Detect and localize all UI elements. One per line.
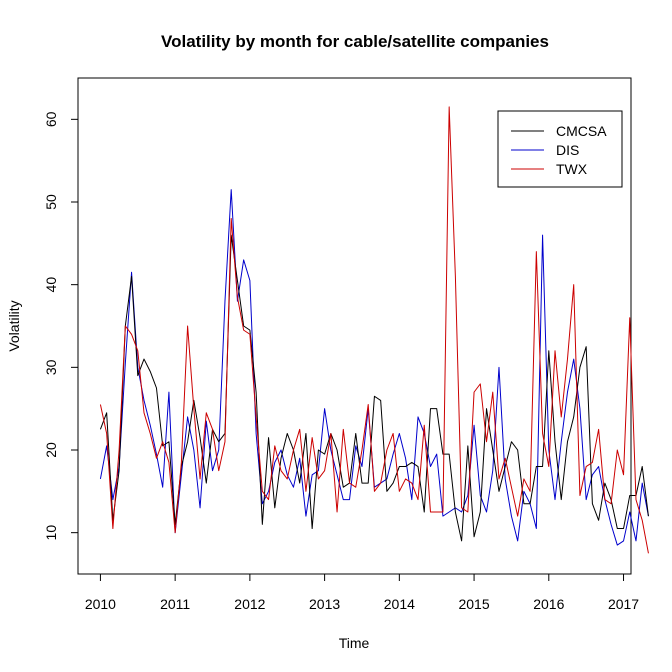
y-tick-label: 30 <box>43 359 59 375</box>
x-tick-label: 2014 <box>384 596 415 612</box>
x-tick-label: 2010 <box>85 596 116 612</box>
legend-label-cmcsa: CMCSA <box>556 123 607 139</box>
series-line-twx <box>99 106 649 554</box>
y-tick-label: 60 <box>43 111 59 127</box>
y-axis: 10 20 30 40 50 60 <box>43 111 79 541</box>
chart-title: Volatility by month for cable/satellite … <box>161 32 549 51</box>
x-tick-label: 2012 <box>234 596 265 612</box>
x-tick-label: 2015 <box>458 596 489 612</box>
y-axis-label: Volatility <box>6 300 22 351</box>
y-tick-label: 50 <box>43 194 59 210</box>
legend: CMCSA DIS TWX <box>497 110 623 188</box>
legend-label-dis: DIS <box>556 142 579 158</box>
y-tick-label: 20 <box>43 442 59 458</box>
x-tick-label: 2017 <box>608 596 639 612</box>
legend-label-twx: TWX <box>556 161 588 177</box>
legend-box <box>497 110 623 188</box>
x-axis-label: Time <box>339 635 370 651</box>
series-lines <box>99 106 649 554</box>
x-tick-label: 2016 <box>533 596 564 612</box>
y-tick-label: 10 <box>43 525 59 541</box>
x-tick-label: 2013 <box>309 596 340 612</box>
x-tick-label: 2011 <box>160 596 190 612</box>
y-tick-label: 40 <box>43 277 59 293</box>
x-axis: 2010 2011 2012 2013 2014 2015 2016 2017 <box>85 573 639 612</box>
series-line-cmcsa <box>99 234 649 542</box>
